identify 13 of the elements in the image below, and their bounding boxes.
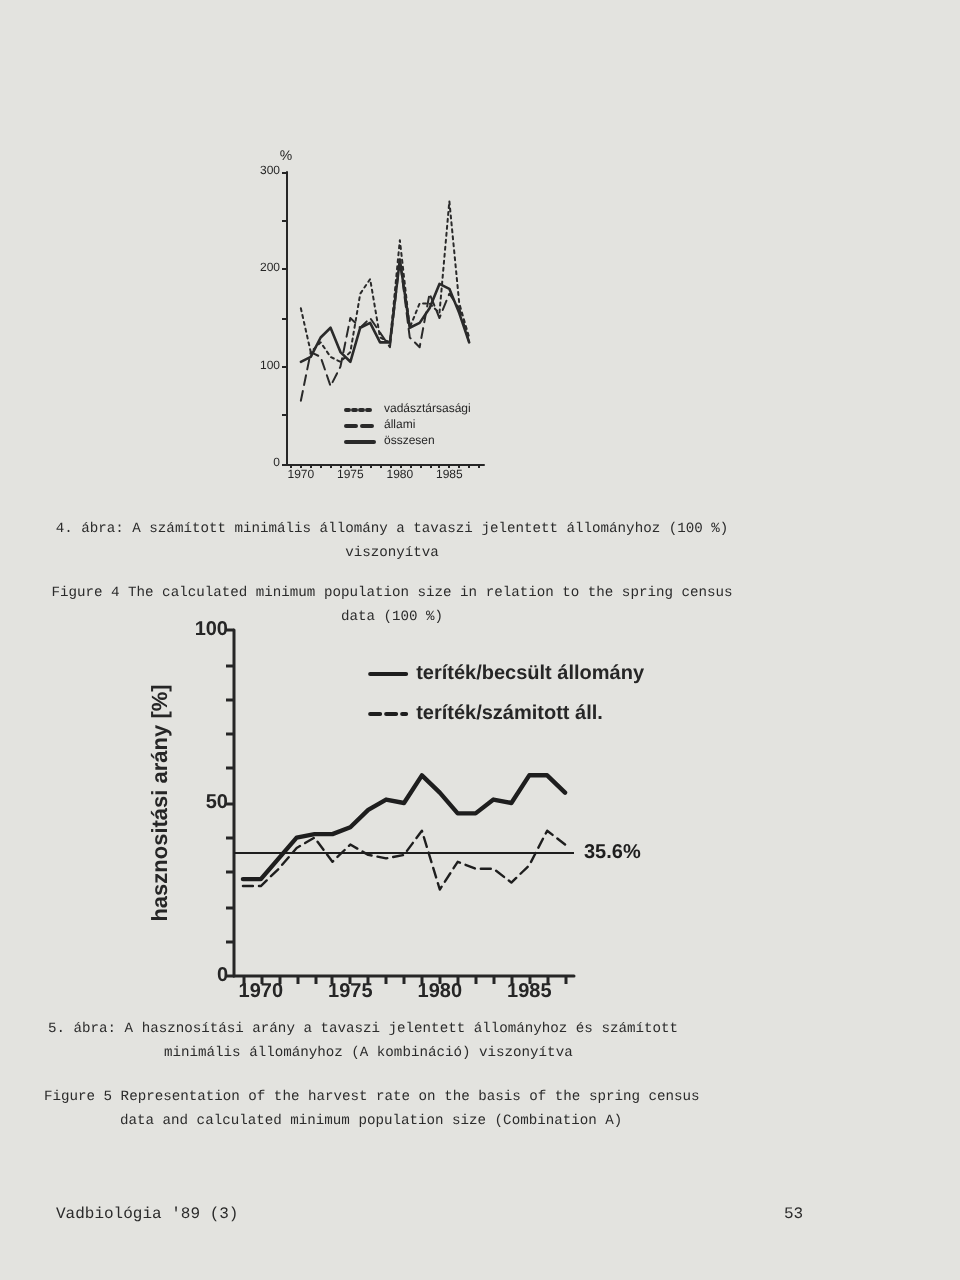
y-axis-title: hasznositási arány [%] xyxy=(149,683,173,922)
y-tick-label: 0 xyxy=(216,965,229,987)
y-tick-label: 100 xyxy=(194,619,229,641)
x-tick-label: 1985 xyxy=(507,981,553,1003)
legend-label: teríték/számitott áll. xyxy=(416,703,604,725)
y-tick-label: 50 xyxy=(205,792,229,814)
ref-line-label: 35.6% xyxy=(584,841,641,864)
x-tick-label: 1970 xyxy=(238,981,284,1003)
legend-label: teríték/becsült állomány xyxy=(416,663,645,685)
text: Vadbiológia '89 (3) xyxy=(56,1204,239,1228)
x-tick-label: 1980 xyxy=(417,981,463,1003)
x-tick-label: 1975 xyxy=(328,981,374,1003)
text: 53 xyxy=(784,1204,804,1228)
